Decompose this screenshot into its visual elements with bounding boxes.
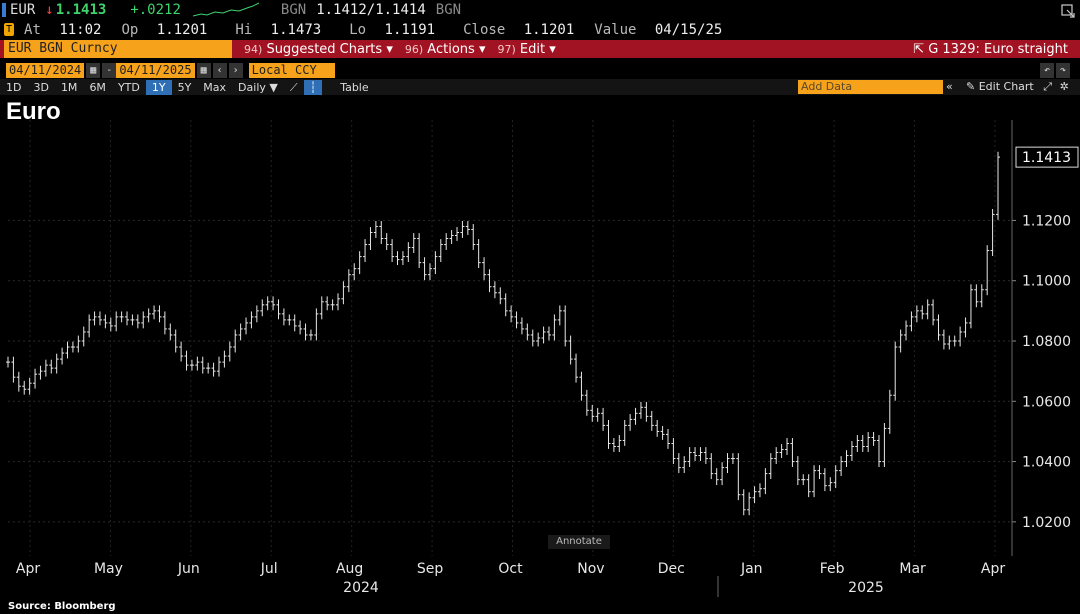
price-bars	[6, 151, 1000, 516]
y-tick-label: 1.0600	[1022, 394, 1071, 410]
close-label: Close	[463, 21, 506, 38]
price-source-2: BGN	[435, 2, 462, 18]
y-axis-labels: 1.0200 1.0400 1.0600 1.0800 1.1000 1.1200 1.14…	[1015, 146, 1079, 531]
x-tick-label: Apr	[16, 561, 40, 577]
y-tick-label: 1.0200	[1022, 515, 1071, 531]
last-price: 1.1413	[55, 2, 107, 18]
x-tick-label: Oct	[498, 561, 523, 577]
currency-select[interactable]: Local CCY	[248, 62, 335, 78]
next-period-icon[interactable]: ›	[228, 62, 243, 78]
close-value: 1.1201	[523, 21, 575, 38]
y-tick-label: 1.1000	[1022, 274, 1071, 290]
frequency-select[interactable]: Daily ▼	[238, 80, 278, 94]
time-icon: T	[4, 23, 15, 36]
low-value: 1.1191	[384, 21, 436, 38]
low-label: Lo	[349, 21, 367, 38]
range-max[interactable]: Max	[203, 80, 227, 94]
dropdown-icon: ▾	[549, 41, 556, 57]
export-icon[interactable]	[1060, 3, 1076, 19]
x-tick-label: Jul	[260, 561, 278, 577]
calendar-icon[interactable]: ▦	[196, 62, 211, 78]
x-tick-label: Nov	[577, 561, 604, 577]
chart-id-title[interactable]: ⇱ G 1329: Euro straight	[913, 41, 1068, 57]
range-1m[interactable]: 1M	[60, 80, 78, 94]
undo-icon[interactable]: ↶	[1039, 62, 1054, 78]
at-value: 11:02	[59, 21, 102, 38]
x-tick-label: Jan	[740, 561, 763, 577]
redo-icon[interactable]: ↷	[1055, 62, 1070, 78]
range-ytd[interactable]: YTD	[117, 80, 140, 94]
last-value-box	[1015, 146, 1079, 168]
value-date: 04/15/25	[654, 21, 723, 38]
chart-title: Euro	[6, 98, 61, 125]
open-label: Op	[121, 21, 139, 38]
at-label: At	[24, 21, 41, 38]
security-field[interactable]: EUR BGN Curncy	[4, 40, 232, 58]
ticker-symbol[interactable]: EUR	[10, 2, 36, 18]
date-separator: -	[102, 62, 117, 78]
zoom-icon: ⤢	[1043, 80, 1053, 93]
x-tick-label: Aug	[336, 561, 363, 577]
ticker-marker	[2, 3, 6, 17]
ticker-row: EUR ↓ 1.1413 +.0212 BGN 1.1412/1.1414 BG…	[0, 0, 1080, 20]
open-value: 1.1201	[156, 21, 208, 38]
y-tick-label: 1.0800	[1022, 334, 1071, 350]
last-value-label: 1.1413	[1022, 150, 1071, 166]
value-label: Value	[594, 21, 637, 38]
down-arrow-icon: ↓	[45, 2, 54, 18]
source-note: Source: Bloomberg	[8, 601, 116, 612]
chart-grid	[8, 120, 1016, 556]
x-tick-label: Apr	[981, 561, 1005, 577]
y-tick-label: 1.1200	[1022, 213, 1071, 229]
high-label: Hi	[235, 21, 253, 38]
x-tick-label: Sep	[417, 561, 444, 577]
x-axis-labels: Apr May Jun Jul Aug Sep Oct Nov Dec Jan Feb Mar Apr 2…	[16, 561, 1005, 597]
annotate-button[interactable]: Annotate	[548, 535, 610, 549]
price-source: BGN	[280, 2, 307, 18]
high-value: 1.1473	[270, 21, 322, 38]
pencil-icon: ✎	[966, 80, 976, 93]
start-date-input[interactable]: 04/11/2024	[6, 62, 85, 78]
end-date-input[interactable]: 04/11/2025	[116, 62, 195, 78]
bid-ask: 1.1412/1.1414	[316, 2, 426, 18]
year-label: 2024	[343, 580, 379, 596]
menu-edit[interactable]: 97) Edit ▾	[497, 41, 556, 57]
range-toolbar: 1D 3D 1M 6M YTD 1Y 5Y Max Daily ▼ ⟋ ┆ Ta…	[0, 79, 1080, 95]
quote-row: T At 11:02 Op 1.1201 Hi 1.1473 Lo 1.1191…	[0, 20, 1080, 39]
prev-period-icon[interactable]: ‹	[212, 62, 227, 78]
range-6m[interactable]: 6M	[89, 80, 106, 94]
dropdown-icon: ▾	[386, 41, 393, 57]
date-range-row: 04/11/2024 ▦ - 04/11/2025 ▦ ‹ › Local CC…	[0, 62, 1080, 78]
x-tick-label: Feb	[820, 561, 845, 577]
menu-suggested-charts[interactable]: 94) Suggested Charts ▾	[244, 41, 393, 57]
open-window-icon: ⇱	[913, 41, 925, 57]
x-tick-label: Dec	[658, 561, 685, 577]
table-button[interactable]: Table	[340, 80, 369, 94]
add-data-input[interactable]: Add Data	[798, 80, 943, 94]
line-chart-icon[interactable]: ⟋	[289, 80, 298, 94]
year-label: 2025	[848, 580, 884, 596]
y-tick-label: 1.0400	[1022, 455, 1071, 471]
dropdown-icon: ▾	[478, 41, 486, 57]
price-change: +.0212	[130, 2, 181, 18]
edit-chart-button[interactable]: ✎ Edit Chart ⤢ ✲	[966, 80, 1069, 93]
x-tick-label: Mar	[899, 561, 926, 577]
bar-chart-icon[interactable]: ┆	[303, 79, 323, 95]
sparkline-icon	[192, 2, 260, 17]
range-3d[interactable]: 3D	[33, 80, 49, 94]
range-1y[interactable]: 1Y	[145, 79, 172, 95]
command-bar: EUR BGN Curncy 94) Suggested Charts ▾ 96…	[0, 40, 1080, 58]
x-tick-label: May	[94, 561, 123, 577]
calendar-icon[interactable]: ▦	[86, 62, 101, 78]
gear-icon: ✲	[1059, 80, 1069, 93]
range-5y[interactable]: 5Y	[177, 80, 192, 94]
collapse-icon[interactable]: «	[946, 80, 953, 93]
range-1d[interactable]: 1D	[6, 80, 22, 94]
menu-actions[interactable]: 96) Actions ▾	[404, 41, 486, 57]
x-tick-label: Jun	[177, 561, 200, 577]
